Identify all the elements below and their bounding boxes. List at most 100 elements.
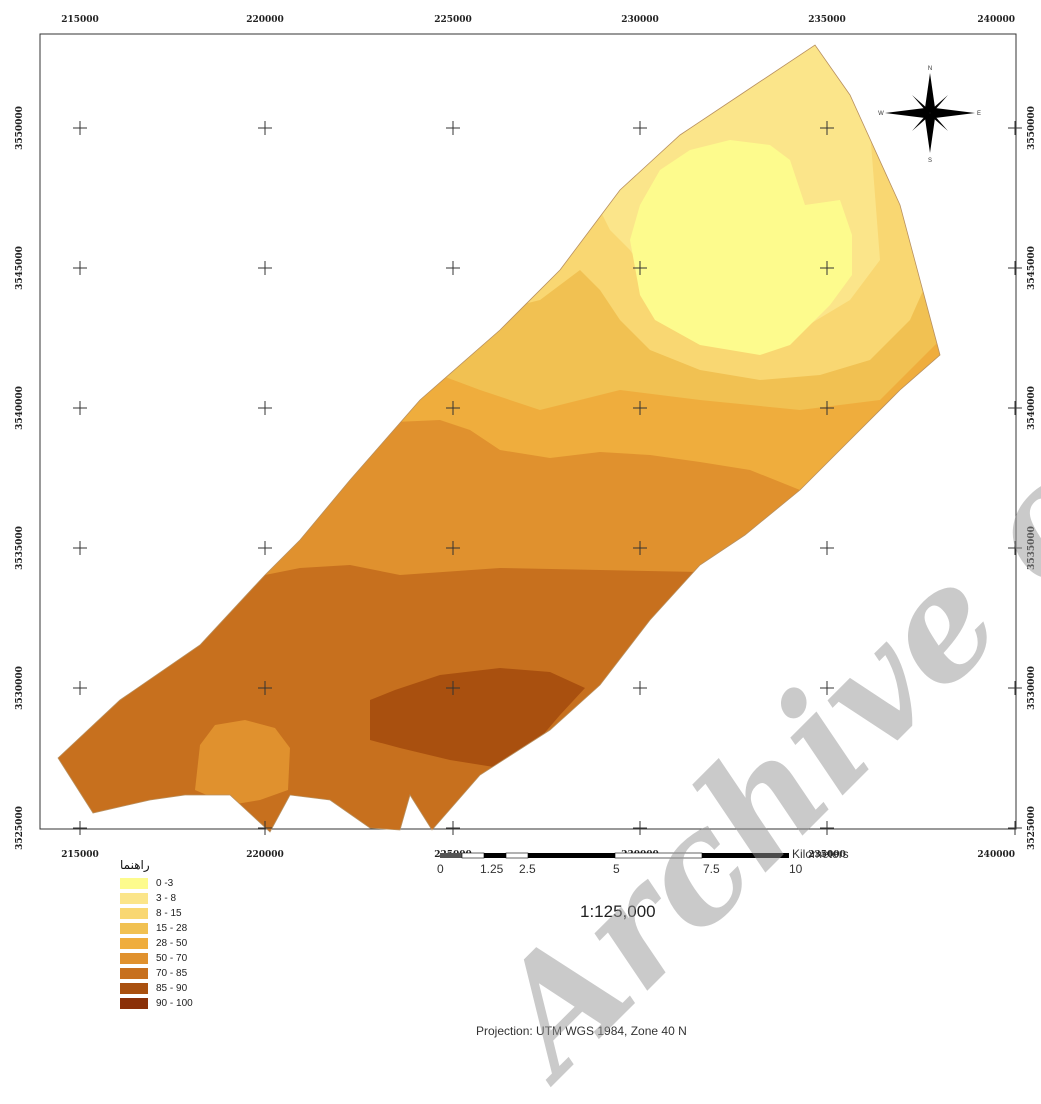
legend-swatch — [120, 968, 148, 979]
legend-item: 28 - 50 — [120, 936, 260, 951]
region-outline — [57, 44, 941, 833]
y-tick-right: 3545000 — [1027, 246, 1037, 290]
graticule-cross — [446, 401, 460, 415]
y-tick-right: 3535000 — [1027, 526, 1037, 570]
graticule-cross — [446, 541, 460, 555]
graticule-cross — [258, 401, 272, 415]
map-border — [39, 33, 1017, 830]
legend-swatch — [120, 893, 148, 904]
graticule-crosses — [73, 121, 1022, 835]
north-label: N — [928, 66, 932, 72]
graticule-cross — [633, 681, 647, 695]
graticule-cross — [73, 261, 87, 275]
legend-label: 50 - 70 — [156, 953, 188, 964]
legend: راهنما 0 -3 3 - 8 8 - 15 15 - 28 28 - 50 50 -… — [120, 858, 260, 1011]
graticule-cross — [258, 121, 272, 135]
legend-label: 70 - 85 — [156, 968, 188, 979]
graticule-cross — [1008, 541, 1022, 555]
scale-unit: Kilometers — [792, 847, 849, 861]
legend-item: 15 - 28 — [120, 921, 260, 936]
projection-text: Projection: UTM WGS 1984, Zone 40 N — [476, 1024, 687, 1038]
legend-item: 90 - 100 — [120, 996, 260, 1011]
graticule-cross — [820, 821, 834, 835]
x-tick-top: 220000 — [246, 15, 284, 25]
legend-item: 70 - 85 — [120, 966, 260, 981]
y-tick-right: 3540000 — [1027, 386, 1037, 430]
scale-label: 7.5 — [703, 862, 720, 876]
scale-ratio: 1:125,000 — [580, 902, 656, 921]
graticule-cross — [258, 681, 272, 695]
legend-item: 0 -3 — [120, 876, 260, 891]
legend-item: 85 - 90 — [120, 981, 260, 996]
map-frame: 2150002150002200002200002250002250002300… — [15, 15, 1037, 860]
legend-title: راهنما — [120, 858, 150, 872]
x-tick-bottom: 240000 — [977, 850, 1015, 860]
legend-items: 0 -3 3 - 8 8 - 15 15 - 28 28 - 50 50 - 70 70 -… — [120, 876, 260, 1011]
legend-swatch — [120, 908, 148, 919]
x-tick-top: 225000 — [434, 15, 472, 25]
y-tick-right: 3530000 — [1027, 666, 1037, 710]
graticule-cross — [446, 261, 460, 275]
graticule-cross — [73, 821, 87, 835]
legend-label: 85 - 90 — [156, 983, 188, 994]
legend-label: 15 - 28 — [156, 923, 188, 934]
y-tick-left: 3535000 — [15, 526, 25, 570]
graticule-cross — [446, 681, 460, 695]
x-tick-top: 240000 — [977, 15, 1015, 25]
legend-label: 28 - 50 — [156, 938, 188, 949]
graticule-cross — [1008, 261, 1022, 275]
north-arrow-icon: N S E W — [878, 66, 981, 164]
x-tick-bottom: 220000 — [246, 850, 284, 860]
graticule-cross — [1008, 681, 1022, 695]
y-tick-left: 3540000 — [15, 386, 25, 430]
graticule-cross — [820, 541, 834, 555]
legend-label: 0 -3 — [156, 878, 174, 889]
legend-swatch — [120, 878, 148, 889]
graticule-cross — [258, 821, 272, 835]
west-label: W — [878, 111, 884, 117]
legend-swatch — [120, 998, 148, 1009]
y-tick-left: 3545000 — [15, 246, 25, 290]
legend-label: 90 - 100 — [156, 998, 193, 1009]
y-tick-right: 3525000 — [1027, 806, 1037, 850]
east-label: E — [977, 111, 981, 117]
graticule-cross — [73, 401, 87, 415]
graticule-cross — [820, 681, 834, 695]
graticule-cross — [258, 541, 272, 555]
y-tick-left: 3525000 — [15, 806, 25, 850]
graticule-cross — [820, 401, 834, 415]
graticule-cross — [73, 541, 87, 555]
graticule-cross — [73, 681, 87, 695]
y-tick-left: 3550000 — [15, 106, 25, 150]
scale-label: 5 — [613, 862, 620, 876]
graticule-cross — [820, 121, 834, 135]
graticule-cross — [73, 121, 87, 135]
zone-50-70-patch — [195, 720, 290, 805]
scale-bar — [440, 852, 789, 859]
graticule-cross — [1008, 821, 1022, 835]
graticule-cross — [633, 401, 647, 415]
graticule-cross — [633, 261, 647, 275]
legend-swatch — [120, 953, 148, 964]
graticule-cross — [446, 121, 460, 135]
x-tick-bottom: 235000 — [808, 850, 846, 860]
legend-item: 3 - 8 — [120, 891, 260, 906]
x-tick-bottom: 215000 — [61, 850, 99, 860]
graticule-cross — [1008, 401, 1022, 415]
zone-0-3 — [630, 140, 852, 355]
graticule-cross — [258, 261, 272, 275]
scale-label: 1.25 — [480, 862, 504, 876]
scale-label: 10 — [789, 862, 803, 876]
graticule-cross — [633, 541, 647, 555]
graticule-cross — [1008, 121, 1022, 135]
legend-item: 8 - 15 — [120, 906, 260, 921]
x-tick-top: 215000 — [61, 15, 99, 25]
legend-swatch — [120, 923, 148, 934]
legend-swatch — [120, 938, 148, 949]
graticule-cross — [633, 821, 647, 835]
legend-item: 50 - 70 — [120, 951, 260, 966]
graticule-cross — [820, 261, 834, 275]
x-tick-top: 230000 — [621, 15, 659, 25]
graticule-cross — [633, 121, 647, 135]
south-label: S — [928, 158, 932, 164]
